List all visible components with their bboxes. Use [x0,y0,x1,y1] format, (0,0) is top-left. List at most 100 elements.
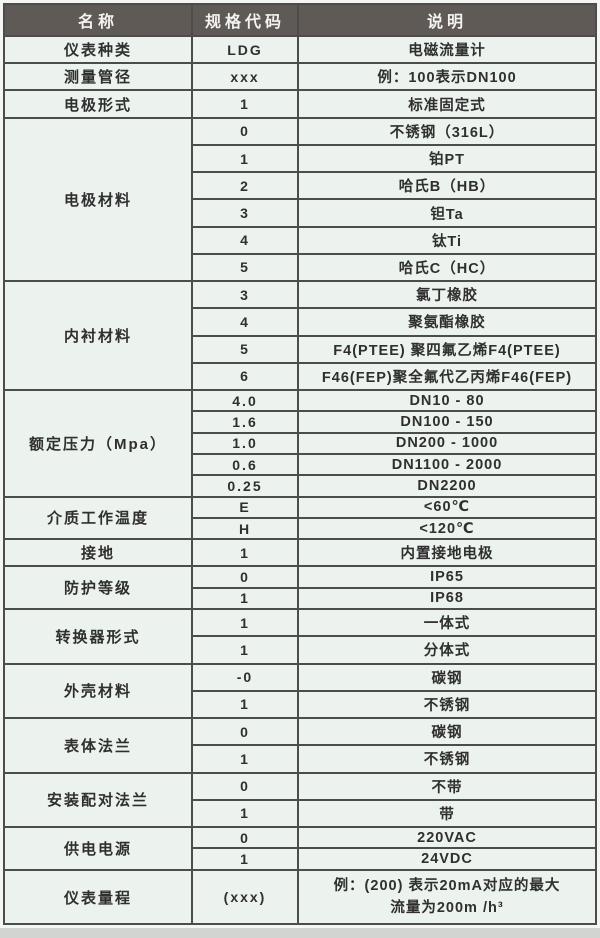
table-row: 3 钽Ta [4,198,597,228]
description-line-1: 例：(200) 表示20mA对应的最大 [333,877,561,894]
table-row: 5 F4(PTEE) 聚四氟乙烯F4(PTEE) [4,334,597,364]
description-cell: 电磁流量计 [297,34,597,65]
row-group-label: 供电电源 [3,825,193,872]
spec-code-cell: 1 [191,635,299,665]
row-group-label: 测量管径 [3,62,193,92]
spec-table-body: 仪表种类 LDG 电磁流量计 测量管径 xxx 例：100表示DN100 电极形式 1 标准固定… [3,34,597,925]
table-row: 1 IP68 [4,586,597,611]
description-cell: 220VAC [297,825,597,850]
description-cell: 哈氏C（HC） [297,252,597,283]
spec-code-cell: (xxx) [191,869,299,925]
table-row: 0.25 DN2200 [4,474,597,498]
table-row: 0.6 DN1100 - 2000 [4,452,597,477]
spec-code-cell: 1 [191,847,299,871]
description-cell: <60℃ [297,495,597,519]
row-group-label: 额定压力（Mpa） [3,389,193,498]
row-group-label: 内衬材料 [3,280,193,392]
spec-code-cell: -0 [191,662,299,692]
table-row: 6 F46(FEP)聚全氟代乙丙烯F46(FEP) [4,361,597,392]
spec-code-cell: 4.0 [191,389,299,413]
description-cell: 分体式 [297,635,597,665]
description-cell: 钽Ta [297,198,597,228]
description-cell: 例：100表示DN100 [297,62,597,92]
table-row: 4 钛Ti [4,225,597,255]
spec-code-cell: 1 [191,89,299,119]
description-cell: 不带 [297,771,597,801]
spec-code-cell: 1 [191,798,299,828]
spec-code-cell: 1 [191,586,299,611]
row-group-label: 安装配对法兰 [3,771,193,828]
table-row: 1 不锈钢 [4,744,597,774]
row-group-label: 电极材料 [3,116,193,283]
spec-code-cell: 3 [191,198,299,228]
table-row: 仪表量程 (xxx) 例：(200) 表示20mA对应的最大 流量为200m /h³ [3,869,597,925]
spec-code-cell: 2 [191,171,299,201]
description-cell: IP65 [297,565,597,589]
table-row: 防护等级 0 IP65 [3,565,597,611]
description-cell: 标准固定式 [297,89,597,119]
table-row: 1 24VDC [4,847,597,871]
table-row: 表体法兰 0 碳钢 [3,717,597,774]
spec-code-cell: 1 [191,538,299,568]
spec-code-cell: xxx [191,62,299,92]
description-cell: F46(FEP)聚全氟代乙丙烯F46(FEP) [297,361,597,392]
table-row: 1 铂PT [4,143,597,174]
table-row: 介质工作温度 E <60℃ [3,495,597,541]
table-row: 1 不锈钢 [4,689,597,720]
spec-code-cell: 5 [191,252,299,283]
description-cell: 带 [297,798,597,828]
table-row: 外壳材料 -0 碳钢 [3,662,597,720]
description-cell: 不锈钢 [297,689,597,720]
spec-code-cell: 4 [191,307,299,337]
table-row: 接地 1 内置接地电极 [3,538,597,568]
row-group-label: 外壳材料 [3,662,193,720]
table-row: 转换器形式 1 一体式 [3,608,597,665]
description-cell: 不锈钢（316L） [297,116,597,146]
description-cell: 不锈钢 [297,744,597,774]
spec-table: 名称 规格代码 说明 仪表种类 LDG 电磁流量计 测量管径 xxx 例：100表示DN1… [3,3,597,925]
header-cell-code: 规格代码 [191,3,299,37]
table-row: 内衬材料 3 氯丁橡胶 [3,280,597,392]
description-cell: DN2200 [297,474,597,498]
table-row: 电极材料 0 不锈钢（316L） [3,116,597,283]
description-cell: 铂PT [297,143,597,174]
description-line-2: 流量为200m /h³ [390,900,504,916]
spec-code-cell: 0 [191,116,299,146]
description-cell: 聚氨酯橡胶 [297,307,597,337]
spec-code-cell: 6 [191,361,299,392]
description-cell: 哈氏B（HB） [297,171,597,201]
table-row: 额定压力（Mpa） 4.0 DN10 - 80 [3,389,597,498]
table-row: 1.0 DN200 - 1000 [4,431,597,455]
table-row: H <120℃ [4,516,597,541]
description-cell: 24VDC [297,847,597,871]
spec-code-cell: H [191,516,299,541]
spec-code-cell: E [191,495,299,519]
spec-code-cell: 1.0 [191,431,299,455]
description-cell: 碳钢 [297,717,597,747]
spec-code-cell: 1 [191,143,299,174]
spec-code-cell: 0.25 [191,474,299,498]
spec-code-cell: 3 [191,280,299,310]
spec-code-cell: 1 [191,608,299,638]
description-cell: 例：(200) 表示20mA对应的最大 流量为200m /h³ [297,869,597,925]
description-cell: DN10 - 80 [297,389,597,413]
description-cell: 钛Ti [297,225,597,255]
table-row: 1 分体式 [4,635,597,665]
table-row: 1.6 DN100 - 150 [4,410,597,434]
spec-code-cell: 1.6 [191,410,299,434]
table-row: 4 聚氨酯橡胶 [4,307,597,337]
description-cell: <120℃ [297,516,597,541]
table-row: 2 哈氏B（HB） [4,171,597,201]
description-cell: F4(PTEE) 聚四氟乙烯F4(PTEE) [297,334,597,364]
description-cell: 碳钢 [297,662,597,692]
row-group-label: 介质工作温度 [3,495,193,541]
description-cell: DN200 - 1000 [297,431,597,455]
row-group-label: 转换器形式 [3,608,193,665]
header-cell-name: 名称 [3,3,193,37]
row-group-label: 电极形式 [3,89,193,119]
spec-code-cell: LDG [191,34,299,65]
description-cell: DN100 - 150 [297,410,597,434]
description-cell: 氯丁橡胶 [297,280,597,310]
table-row: 安装配对法兰 0 不带 [3,771,597,828]
